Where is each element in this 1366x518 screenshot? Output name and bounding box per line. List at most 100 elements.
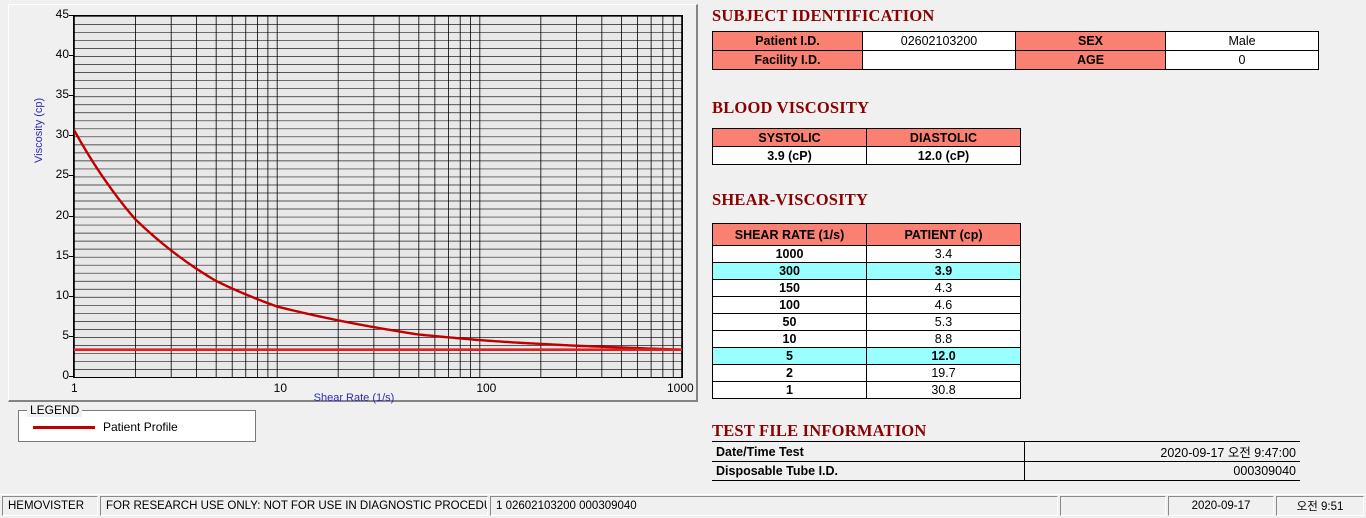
diastolic-value: 12.0 (cP) (866, 146, 1021, 165)
status-blank (1060, 496, 1166, 516)
y-axis-tick-mark (69, 175, 75, 177)
x-axis-tick-label: 10 (273, 381, 288, 395)
table-row: 150 4.3 (712, 279, 1021, 297)
y-axis-tick-label: 15 (55, 247, 69, 262)
shear-viscosity-title: SHEAR-VISCOSITY (712, 190, 869, 209)
patient-cp-header: PATIENT (cp) (866, 223, 1021, 246)
y-axis-tick-label: 35 (55, 87, 69, 102)
patient-viscosity-cell: 5.3 (866, 313, 1021, 331)
table-row: 10 8.8 (712, 330, 1021, 348)
diastolic-header: DIASTOLIC (866, 128, 1021, 147)
table-row: 50 5.3 (712, 313, 1021, 331)
table-row: Facility I.D. AGE 0 (712, 50, 1319, 70)
x-axis-title: Shear Rate (1/s) (313, 392, 395, 404)
shear-rate-cell: 50 (712, 313, 867, 331)
blood-viscosity-table: SYSTOLIC DIASTOLIC 3.9 (cP) 12.0 (cP) (712, 128, 1021, 165)
y-axis-tick-label: 30 (55, 127, 69, 142)
table-row: Date/Time Test 2020-09-17 오전 9:47:00 (712, 441, 1300, 462)
legend-item-patient-profile: Patient Profile (33, 420, 178, 434)
viscosity-chart-panel: 0 5 10 15 20 25 30 35 40 45 Viscosity (cp) 1 10 100… (8, 4, 698, 404)
patient-viscosity-cell: 3.4 (866, 245, 1021, 263)
table-row: Patient I.D. 02602103200 SEX Male (712, 31, 1319, 51)
shear-viscosity-table: SHEAR RATE (1/s) PATIENT (cp) 1000 3.4 300… (712, 223, 1021, 399)
y-axis-tick-label: 45 (55, 7, 69, 21)
y-axis-tick-label: 5 (62, 327, 69, 342)
x-axis-tick-label: 100 (476, 381, 497, 395)
legend-item-label: Patient Profile (103, 420, 178, 434)
patient-viscosity-cell: 4.3 (866, 279, 1021, 297)
patient-id-value[interactable]: 02602103200 (862, 31, 1016, 51)
patient-viscosity-cell: 3.9 (866, 262, 1021, 280)
y-axis-tick-mark (69, 215, 75, 217)
y-axis-tick-labels: 0 5 10 15 20 25 30 35 40 45 (37, 5, 75, 388)
date-time-test-label: Date/Time Test (712, 441, 1025, 462)
systolic-header: SYSTOLIC (712, 128, 867, 147)
y-axis-tick-mark (69, 95, 75, 97)
y-axis-tick-mark (69, 295, 75, 297)
disposable-tube-id-value: 000309040 (1024, 461, 1300, 481)
table-row: 2 19.7 (712, 364, 1021, 382)
subject-identification-table: Patient I.D. 02602103200 SEX Male Facili… (712, 31, 1319, 70)
facility-id-value[interactable] (862, 50, 1016, 70)
legend-color-swatch (33, 425, 95, 429)
subject-identification-title: SUBJECT IDENTIFICATION (712, 6, 935, 25)
shear-rate-cell: 150 (712, 279, 867, 297)
shear-rate-cell: 10 (712, 330, 867, 348)
patient-id-label: Patient I.D. (712, 31, 863, 51)
viscosity-plot-svg (74, 16, 682, 377)
y-axis-tick-label: 40 (55, 47, 69, 62)
patient-viscosity-cell: 19.7 (866, 364, 1021, 382)
test-file-information-table: Date/Time Test 2020-09-17 오전 9:47:00 Dis… (712, 441, 1300, 481)
shear-rate-header: SHEAR RATE (1/s) (712, 223, 867, 246)
y-axis-tick-mark (69, 335, 75, 337)
shear-rate-cell: 5 (712, 347, 867, 365)
chart-legend: LEGEND Patient Profile (18, 403, 256, 442)
status-time: 오전 9:51 (1276, 496, 1364, 516)
x-axis-tick-labels: 1 10 100 1000 (71, 379, 694, 395)
y-axis-tick-mark (69, 55, 75, 57)
age-label: AGE (1015, 50, 1166, 70)
sex-value[interactable]: Male (1165, 31, 1319, 51)
shear-viscosity-rows: 1000 3.4 300 3.9 150 4.3 100 4.6 50 5.3 10 8.8 5 12.0… (712, 245, 1021, 399)
shear-rate-cell: 1 (712, 381, 867, 399)
table-row: 1 30.8 (712, 381, 1021, 399)
patient-viscosity-cell: 4.6 (866, 296, 1021, 314)
disposable-tube-id-label: Disposable Tube I.D. (712, 461, 1025, 481)
table-row: 3.9 (cP) 12.0 (cP) (712, 146, 1021, 165)
age-value[interactable]: 0 (1165, 50, 1319, 70)
shear-rate-cell: 2 (712, 364, 867, 382)
table-row: 5 12.0 (712, 347, 1021, 365)
patient-viscosity-cell: 30.8 (866, 381, 1021, 399)
report-column: SUBJECT IDENTIFICATION Patient I.D. 0260… (712, 0, 1358, 490)
status-app-name: HEMOVISTER (2, 496, 98, 516)
table-header-row: SHEAR RATE (1/s) PATIENT (cp) (712, 223, 1021, 246)
shear-rate-cell: 300 (712, 262, 867, 280)
y-axis-tick-label: 0 (62, 368, 69, 382)
sex-label: SEX (1015, 31, 1166, 51)
blood-viscosity-title: BLOOD VISCOSITY (712, 98, 870, 117)
shear-rate-cell: 100 (712, 296, 867, 314)
facility-id-label: Facility I.D. (712, 50, 863, 70)
y-axis-tick-label: 20 (55, 207, 69, 222)
patient-viscosity-cell: 12.0 (866, 347, 1021, 365)
y-axis-tick-label: 10 (55, 287, 69, 302)
y-axis-tick-mark (69, 135, 75, 137)
patient-viscosity-cell: 8.8 (866, 330, 1021, 348)
test-file-information-title: TEST FILE INFORMATION (712, 421, 927, 440)
status-date: 2020-09-17 (1168, 496, 1274, 516)
status-file-info: 1 02602103200 000309040 (490, 496, 1058, 516)
table-row: 100 4.6 (712, 296, 1021, 314)
systolic-value: 3.9 (cP) (712, 146, 867, 165)
status-notice: FOR RESEARCH USE ONLY: NOT FOR USE IN DI… (100, 496, 488, 516)
x-axis-tick-label: 1000 (667, 381, 694, 395)
date-time-test-value: 2020-09-17 오전 9:47:00 (1024, 441, 1300, 462)
y-axis-title: Viscosity (cp) (33, 97, 45, 163)
table-header-row: SYSTOLIC DIASTOLIC (712, 128, 1021, 147)
plot-area (73, 15, 683, 378)
y-axis-tick-label: 25 (55, 167, 69, 182)
y-axis-tick-mark (69, 15, 75, 16)
status-bar: HEMOVISTER FOR RESEARCH USE ONLY: NOT FO… (0, 494, 1366, 518)
y-axis-tick-mark (69, 376, 75, 377)
y-axis-tick-mark (69, 255, 75, 257)
